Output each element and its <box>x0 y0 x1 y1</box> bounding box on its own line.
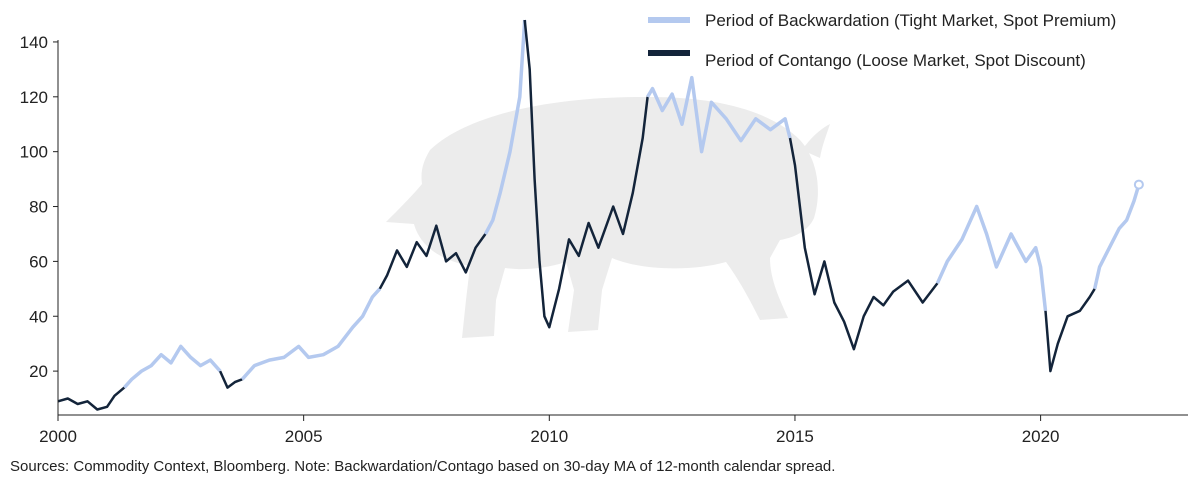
contango-segment <box>378 224 487 290</box>
contango-segment <box>523 19 649 329</box>
series-layer <box>57 19 1144 411</box>
legend: Period of Backwardation (Tight Market, S… <box>648 11 1116 70</box>
backwardation-segment <box>646 75 792 154</box>
x-tick-label: 2005 <box>285 427 323 446</box>
backwardation-segment <box>1092 184 1141 290</box>
y-tick-label: 20 <box>29 362 48 381</box>
contango-segment <box>218 370 243 389</box>
backwardation-segment <box>935 204 1048 311</box>
source-note: Sources: Commodity Context, Bloomberg. N… <box>10 458 836 475</box>
backwardation-segment <box>483 19 527 235</box>
x-tick-label: 2000 <box>39 427 77 446</box>
backwardation-segment <box>240 287 382 381</box>
x-tick-label: 2020 <box>1022 427 1060 446</box>
y-tick-label: 140 <box>20 33 48 52</box>
bison-watermark-icon <box>386 96 830 338</box>
y-tick-label: 60 <box>29 252 48 271</box>
y-tick-label: 120 <box>20 88 48 107</box>
x-tick-label: 2010 <box>530 427 568 446</box>
y-tick-label: 100 <box>20 143 48 162</box>
legend-label-backwardation: Period of Backwardation (Tight Market, S… <box>705 11 1116 30</box>
last-point-marker <box>1133 179 1144 190</box>
backwardation-segment <box>122 344 222 389</box>
contango-segment <box>57 386 126 411</box>
legend-label-contango: Period of Contango (Loose Market, Spot D… <box>705 51 1086 70</box>
y-tick-label: 80 <box>29 198 48 217</box>
x-tick-label: 2015 <box>776 427 814 446</box>
y-tick-label: 40 <box>29 307 48 326</box>
contango-segment <box>788 137 939 351</box>
contango-segment <box>1044 288 1096 373</box>
